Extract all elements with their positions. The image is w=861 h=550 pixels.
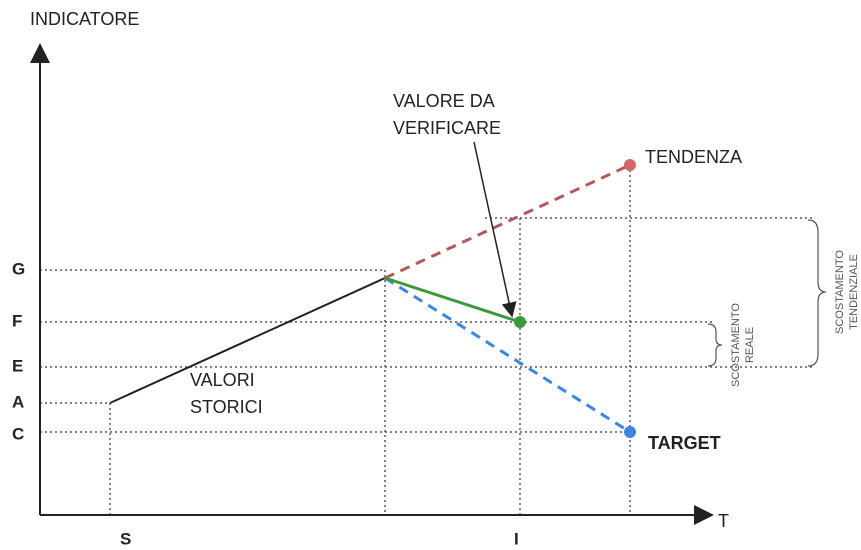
level-label: C xyxy=(12,424,24,443)
y-axis-label: INDICATORE xyxy=(30,9,139,29)
annotation: TENDENZIALE xyxy=(848,254,860,330)
annotation-arrow xyxy=(473,141,517,318)
x-axis-label: T xyxy=(718,511,729,531)
brace xyxy=(707,323,723,367)
level-label: G xyxy=(12,259,25,278)
actual-point xyxy=(514,316,526,328)
annotation: VERIFICARE xyxy=(393,118,501,138)
historic-line xyxy=(109,277,386,404)
target-line xyxy=(384,276,631,434)
annotation: REALE xyxy=(744,327,756,363)
level-label: A xyxy=(12,392,24,411)
annotation: VALORE DA xyxy=(393,91,495,111)
time-label: I xyxy=(514,529,519,548)
target-point xyxy=(624,426,636,438)
level-label: F xyxy=(12,311,22,330)
actual-line xyxy=(384,276,521,324)
annotation: SCOSTAMENTO xyxy=(730,303,742,387)
time-label: S xyxy=(120,529,131,548)
guides xyxy=(40,165,812,515)
level-label: E xyxy=(12,356,23,375)
annotation: SCOSTAMENTO xyxy=(834,250,846,334)
annotation: VALORI xyxy=(190,370,255,390)
annotation: STORICI xyxy=(190,397,263,417)
annotation: TENDENZA xyxy=(645,147,742,167)
brace xyxy=(807,219,827,367)
trend-line xyxy=(384,163,631,280)
trend-point xyxy=(624,159,636,171)
annotation: TARGET xyxy=(648,433,721,453)
